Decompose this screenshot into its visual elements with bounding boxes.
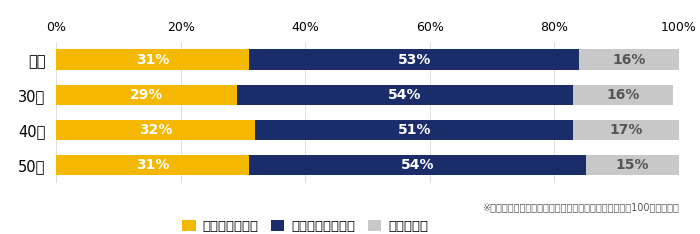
Bar [56,49,249,70]
Bar [586,155,679,175]
Text: 32%: 32% [139,123,172,137]
Text: 53%: 53% [398,53,431,67]
Bar [237,84,573,105]
Bar [256,120,573,140]
Text: 16%: 16% [612,53,646,67]
Bar [249,155,586,175]
Bar [573,120,679,140]
Text: 16%: 16% [606,88,640,102]
Text: ※小数点以下は四捨五入しているため、必ずしも合計が100にならない: ※小数点以下は四捨五入しているため、必ずしも合計が100にならない [482,202,679,212]
Bar [573,84,673,105]
Bar [56,120,255,140]
Legend: 取り組んでいる, 取り組んでいない, わからない: 取り組んでいる, 取り組んでいない, わからない [182,220,428,233]
Bar [56,155,249,175]
Text: 17%: 17% [610,123,643,137]
Text: 51%: 51% [398,123,431,137]
Text: 31%: 31% [136,53,169,67]
Text: 54%: 54% [400,158,434,172]
Bar [580,49,679,70]
Bar [56,84,237,105]
Text: 31%: 31% [136,158,169,172]
Bar [249,49,580,70]
Text: 15%: 15% [615,158,649,172]
Text: 29%: 29% [130,88,163,102]
Text: 54%: 54% [388,88,421,102]
